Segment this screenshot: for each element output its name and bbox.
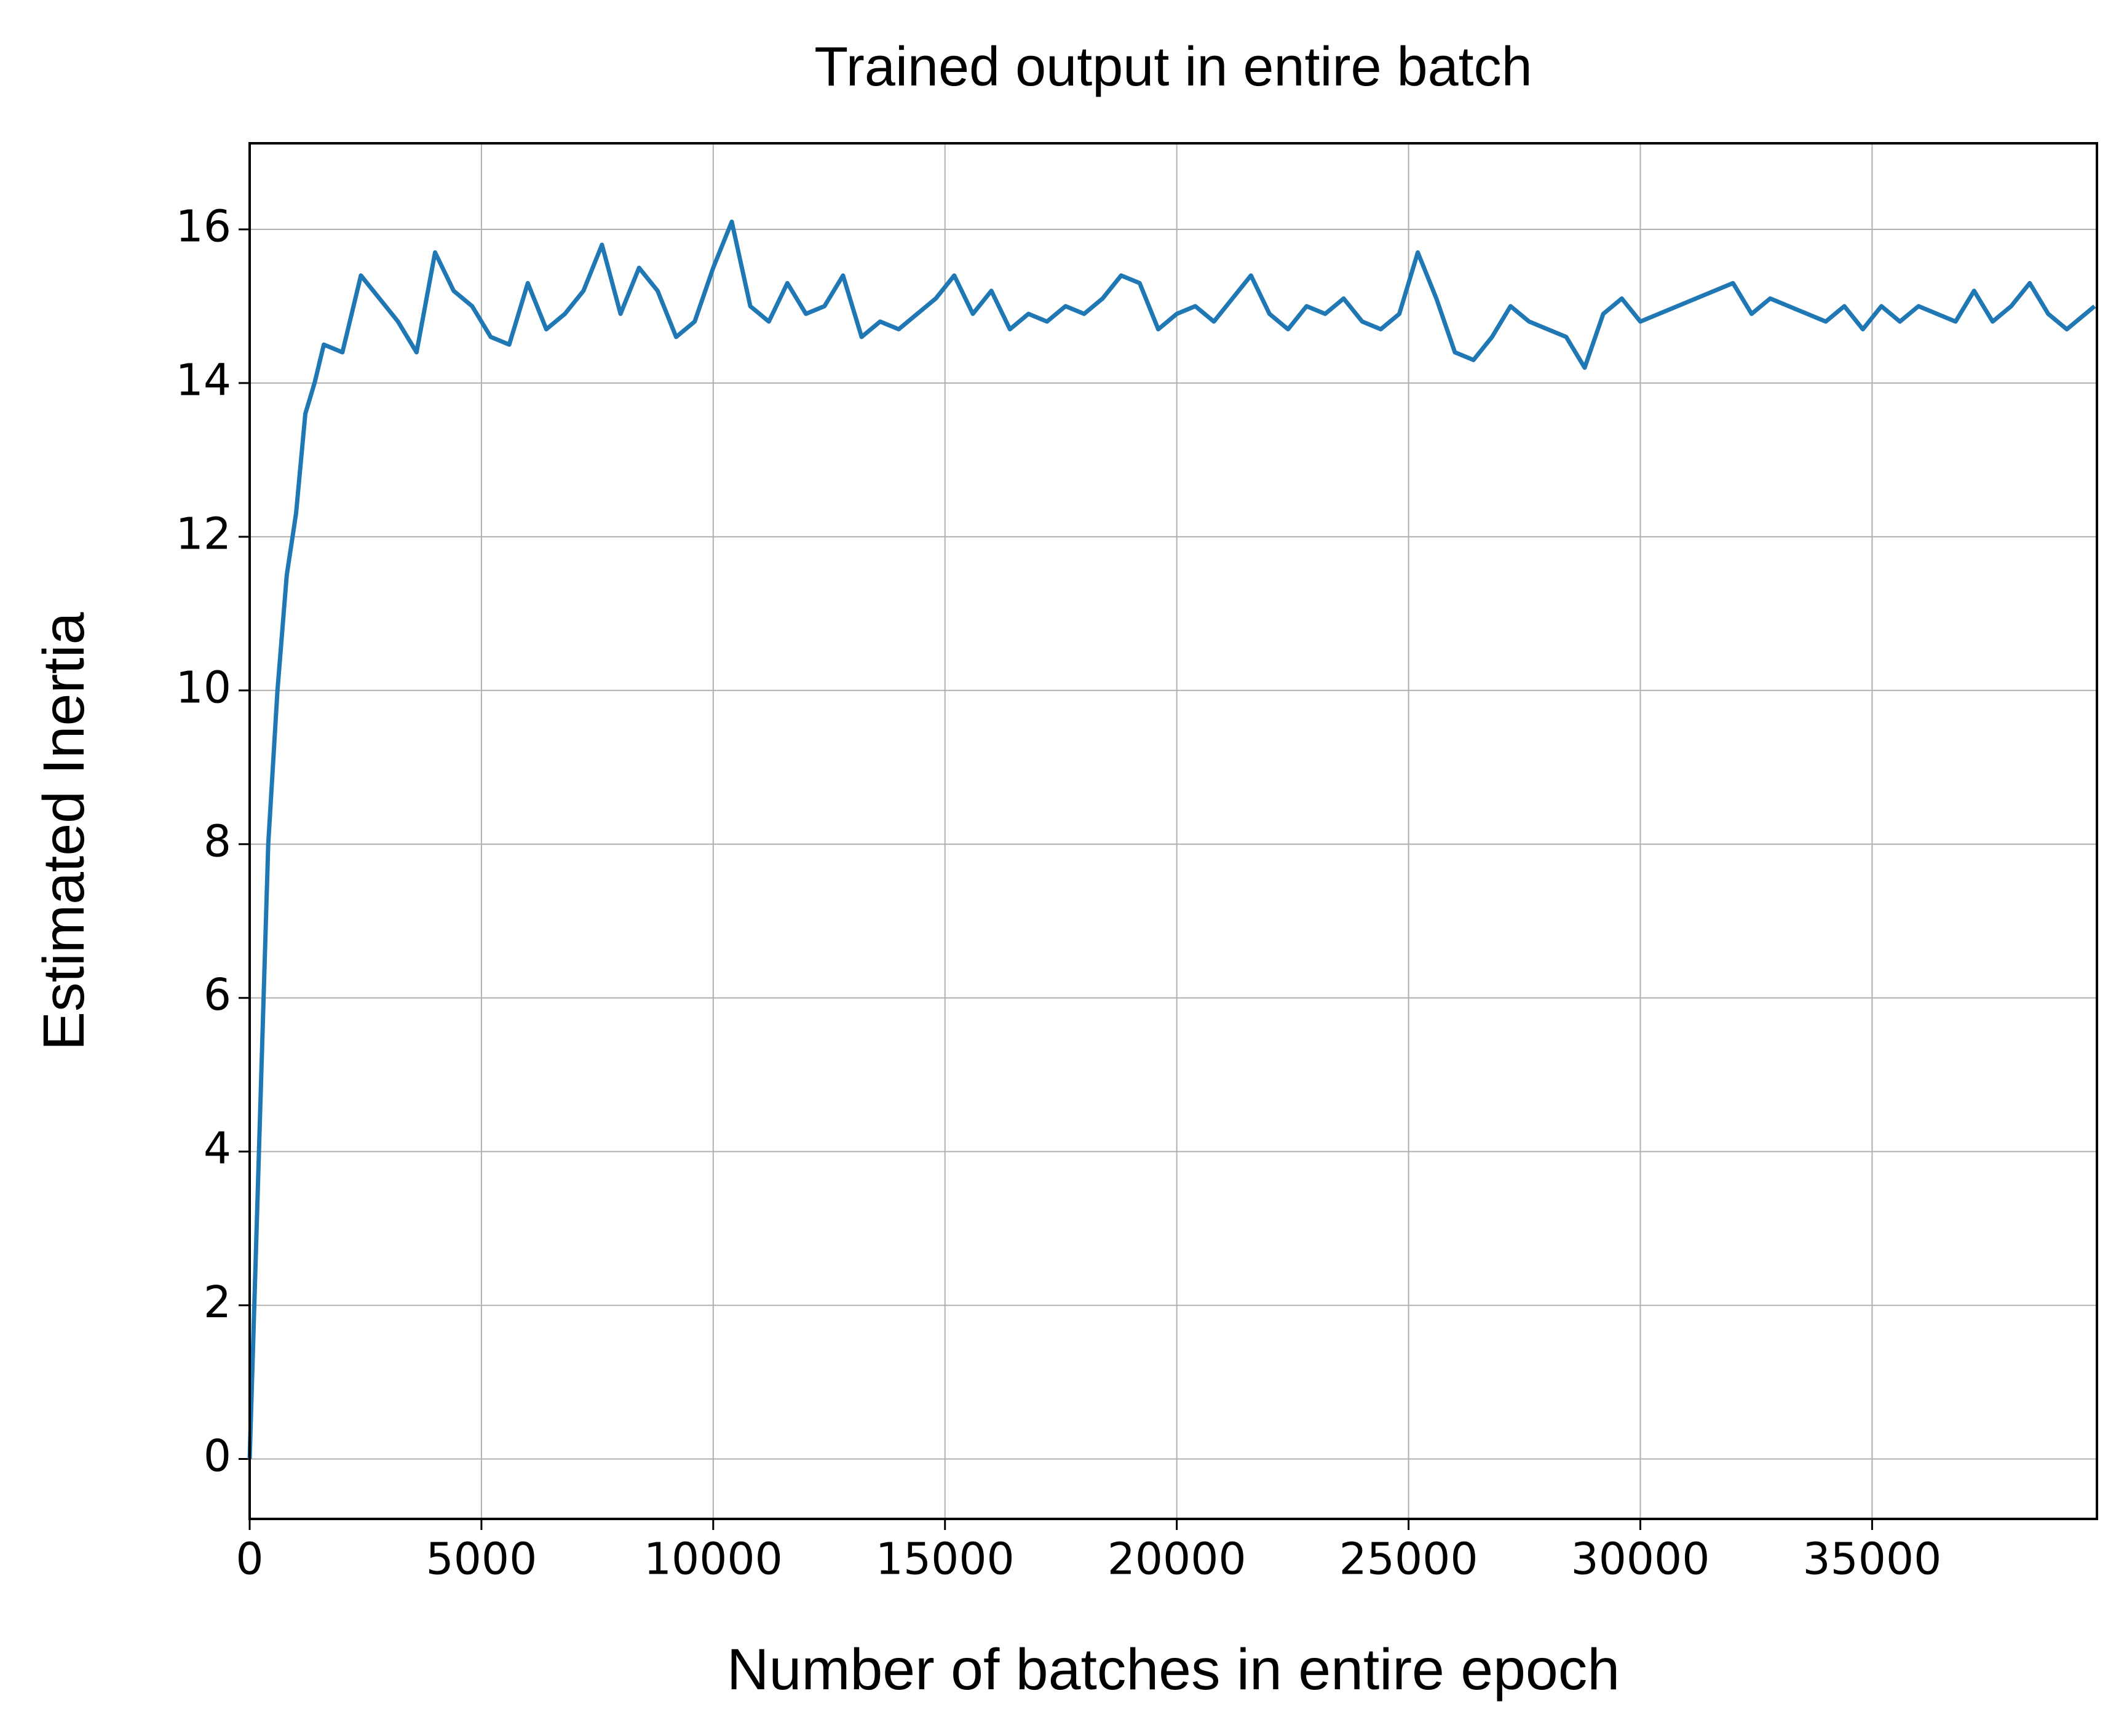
data-line bbox=[247, 220, 2096, 1459]
x-tick-label: 20000 bbox=[1108, 1534, 1246, 1585]
y-tick-label: 10 bbox=[176, 662, 231, 713]
x-tick-label: 5000 bbox=[426, 1534, 537, 1585]
x-tick-label: 30000 bbox=[1571, 1534, 1710, 1585]
y-tick-label: 0 bbox=[204, 1430, 231, 1481]
y-tick-label: 4 bbox=[204, 1123, 231, 1174]
x-tick-label: 10000 bbox=[644, 1534, 783, 1585]
plot-frame bbox=[248, 142, 2098, 1520]
y-tick-label: 14 bbox=[176, 354, 231, 405]
y-tick-label: 12 bbox=[176, 508, 231, 559]
x-tick-label: 35000 bbox=[1802, 1534, 1941, 1585]
y-tick-label: 6 bbox=[204, 969, 231, 1020]
y-tick-label: 8 bbox=[204, 815, 231, 866]
x-tick-label: 15000 bbox=[876, 1534, 1015, 1585]
y-tick-label: 16 bbox=[176, 200, 231, 252]
x-tick-label: 25000 bbox=[1339, 1534, 1478, 1585]
x-axis-label: Number of batches in entire epoch bbox=[727, 1637, 1620, 1702]
y-tick-label: 2 bbox=[204, 1277, 231, 1328]
y-axis-label: Estimated Inertia bbox=[31, 612, 97, 1050]
chart-title: Trained output in entire batch bbox=[814, 36, 1532, 98]
x-tick-label: 0 bbox=[236, 1534, 263, 1585]
